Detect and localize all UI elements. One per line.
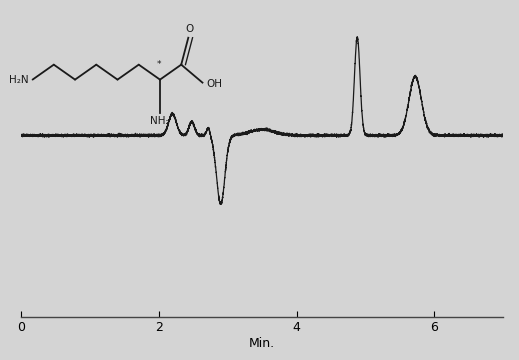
X-axis label: Min.: Min.	[249, 337, 275, 350]
